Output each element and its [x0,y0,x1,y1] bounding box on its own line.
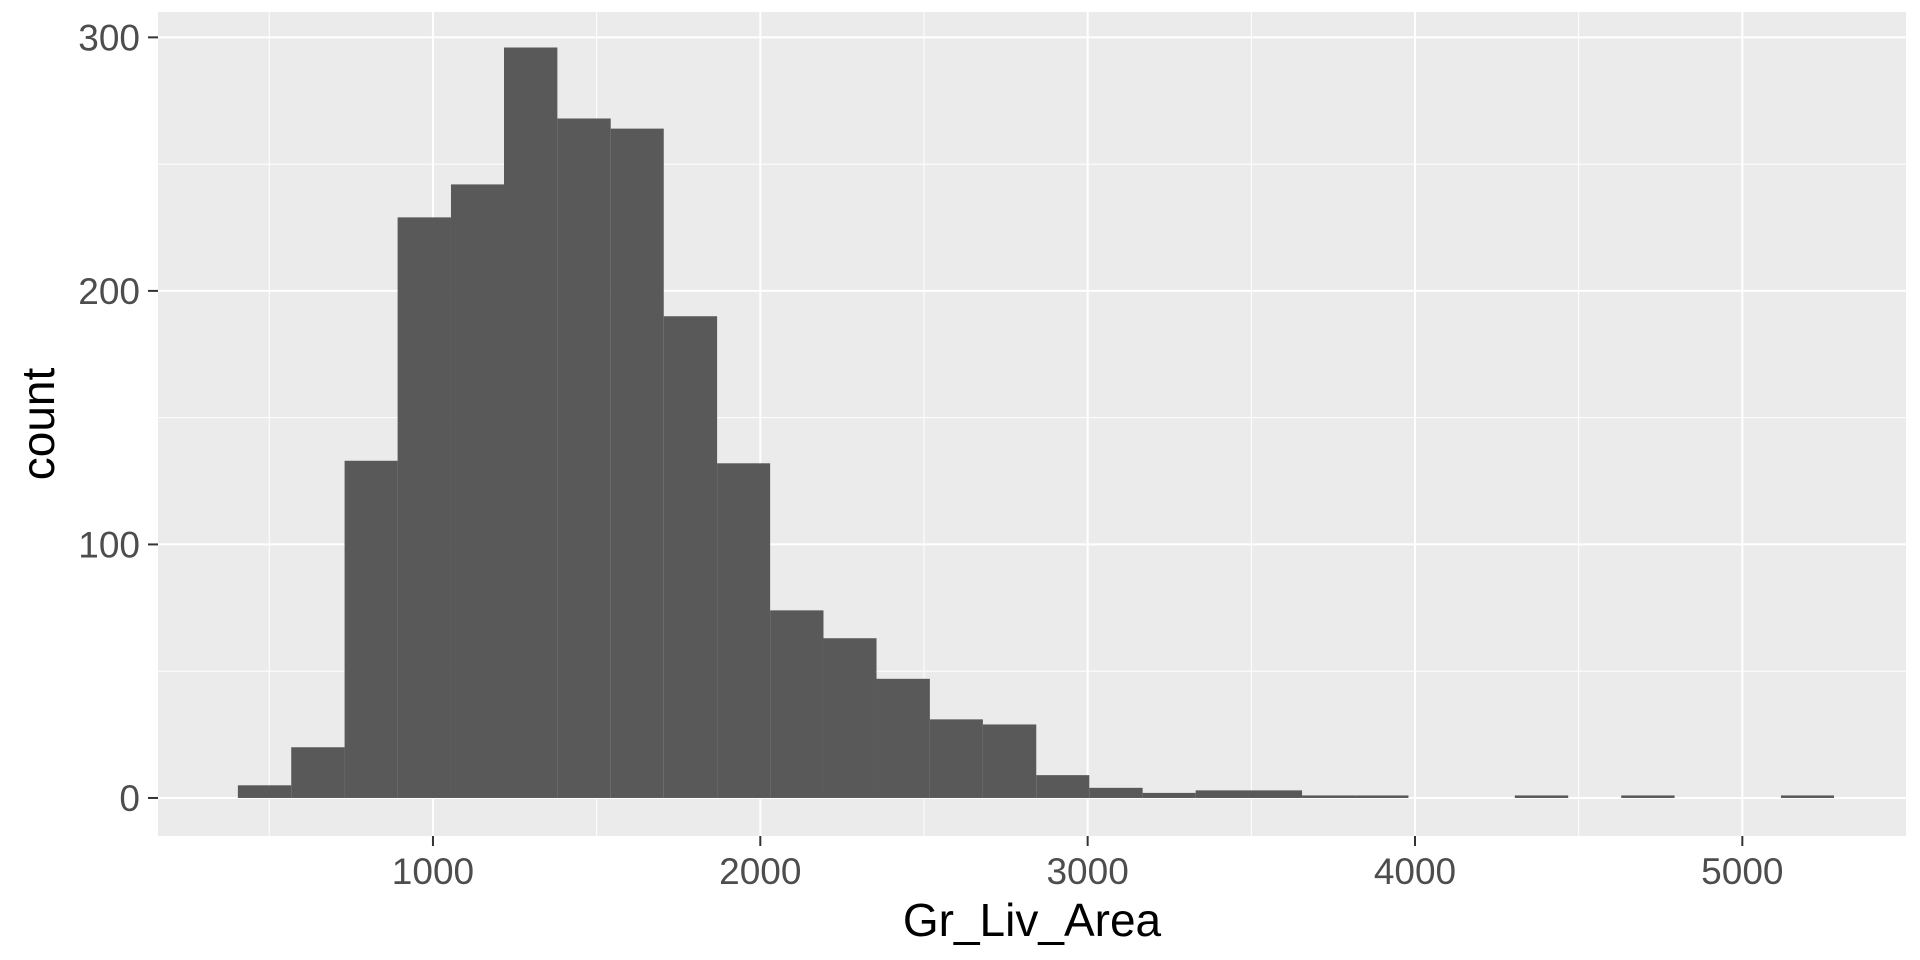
y-tick-label: 100 [78,524,140,565]
histogram-bar [1142,792,1196,798]
histogram-bar [1302,795,1356,798]
histogram-bar [1780,795,1834,798]
x-axis-title: Gr_Liv_Area [903,894,1162,946]
histogram-bar [1249,790,1303,798]
histogram-bar [663,316,718,798]
histogram-bar [770,610,824,798]
y-tick-label: 300 [78,17,140,58]
histogram-bar [982,724,1037,798]
histogram-bar [1089,787,1143,798]
histogram-bar [237,785,292,798]
histogram-bar [876,678,930,798]
histogram-bar [291,747,345,798]
y-tick-label: 0 [119,778,140,819]
histogram-bar [717,463,771,798]
histogram-bar [450,184,504,798]
histogram-bar [823,638,877,798]
x-tick-label: 5000 [1701,851,1783,892]
y-axis: 0 100 200 300 [78,17,158,819]
histogram-bar [344,460,398,798]
histogram-bar [503,47,558,798]
x-axis: 1000 2000 3000 4000 5000 [392,836,1783,892]
histogram-bar [1355,795,1409,798]
histogram-bar [397,217,451,798]
histogram-bars [237,47,1834,798]
x-tick-label: 1000 [392,851,474,892]
histogram-bar [929,719,983,798]
histogram-bar [1195,790,1250,798]
x-tick-label: 2000 [719,851,801,892]
histogram-bar [610,128,664,798]
histogram-bar [1621,795,1675,798]
x-tick-label: 3000 [1046,851,1128,892]
x-tick-label: 4000 [1374,851,1456,892]
y-axis-title: count [12,368,64,481]
histogram-bar [1514,795,1569,798]
histogram-bar [557,118,611,798]
y-tick-label: 200 [78,271,140,312]
histogram-bar [1036,775,1090,798]
